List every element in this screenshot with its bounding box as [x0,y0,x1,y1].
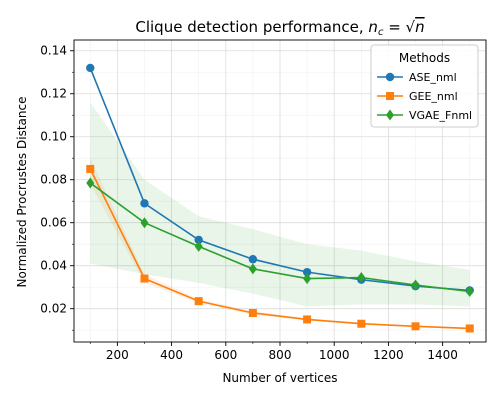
legend-label: GEE_nml [409,90,458,103]
series-markers [86,63,474,333]
chart-title-math-radicand: n [415,18,425,36]
data-point [248,255,258,264]
series-line [89,182,470,293]
legend-label: VGAE_Fnml [409,109,472,122]
y-tick-label: 0.04 [40,259,67,273]
data-point [411,322,420,331]
data-point [465,285,474,297]
legend-marker [386,92,394,100]
chart-title-math-sub: c [378,27,384,38]
y-tick-label: 0.08 [40,173,67,187]
y-tick-label: 0.06 [40,216,67,230]
legend: Methods ASE_nml GEE_nml VGAE_Fnml [370,44,479,128]
data-point [302,267,312,277]
data-point [248,308,257,317]
chart-title-math-eq: = √ [383,18,415,36]
series-line [89,168,470,330]
data-point [140,199,149,208]
data-point [303,273,312,285]
y-axis-label: Normalized Procrustes Distance [15,97,29,288]
data-point [194,240,203,252]
data-point [194,297,203,306]
y-tick-label: 0.14 [40,44,67,58]
x-tick-label: 1400 [427,348,458,362]
legend-marker [386,109,394,121]
x-tick-label: 600 [214,348,237,362]
data-point [194,235,203,245]
major-gridlines [74,40,486,342]
data-point [357,272,366,284]
x-tick-label: 200 [106,348,129,362]
data-point [86,177,95,189]
y-tick-label: 0.02 [40,302,67,316]
data-point [140,217,149,229]
data-point [86,63,95,73]
series-lines [89,67,470,330]
confidence-band [90,102,470,307]
x-tick-label: 800 [269,348,292,362]
y-tick-labels: 0.02 0.04 0.06 0.08 0.10 0.12 0.14 [40,44,67,316]
y-tick-label: 0.10 [40,130,67,144]
chart-title: Clique detection performance, nc = √n [135,18,424,38]
legend-title: Methods [399,51,450,65]
data-point [140,274,149,283]
series-line [89,67,470,292]
chart-title-text: Clique detection performance, [135,18,368,36]
data-point [86,164,95,173]
data-point [248,263,257,275]
confidence-bands [90,102,470,330]
legend-marker [385,72,395,82]
data-point [411,279,420,291]
chart-title-math-n: n [368,18,378,36]
x-tick-label: 400 [160,348,183,362]
data-point [303,315,312,324]
x-tick-label: 1000 [319,348,350,362]
y-tick-label: 0.12 [40,87,67,101]
x-tick-label: 1200 [373,348,404,362]
x-axis-label: Number of vertices [222,371,337,385]
data-point [465,324,474,333]
axes [70,39,487,346]
legend-box [370,44,479,128]
x-tick-labels: 200 400 600 800 1000 1200 1400 [106,348,458,362]
legend-label: ASE_nml [409,71,457,84]
data-point [357,319,366,328]
